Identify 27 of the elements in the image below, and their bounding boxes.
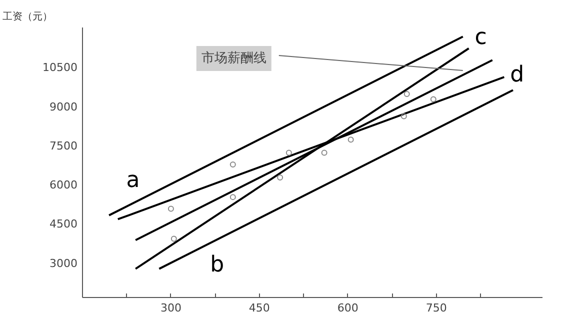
- x-tick-label: 750: [426, 302, 447, 314]
- point: [404, 91, 410, 98]
- y-tick-label: 7500: [50, 139, 78, 152]
- annotation: 市场薪酬线: [201, 51, 266, 66]
- point: [168, 206, 174, 212]
- y-tick-label: 4500: [50, 218, 78, 231]
- series-label: a: [126, 168, 140, 193]
- point: [277, 174, 284, 180]
- point: [348, 136, 354, 143]
- point: [286, 150, 292, 156]
- x-tick-label: 300: [160, 302, 182, 314]
- series-label: b: [210, 252, 224, 278]
- series-label: c: [474, 24, 487, 50]
- point: [400, 113, 407, 120]
- y-tick-label: 10500: [42, 61, 78, 74]
- point: [430, 96, 436, 102]
- y-axis-title: 工资（元）: [2, 10, 52, 22]
- series-label: d: [510, 62, 524, 88]
- point: [170, 236, 177, 242]
- y-tick-label: 9000: [50, 100, 78, 114]
- y-tick-label: 3000: [50, 256, 78, 270]
- x-tick-label: 450: [248, 302, 270, 314]
- point: [230, 161, 236, 168]
- x-tick-label: 600: [337, 302, 358, 314]
- point: [230, 194, 236, 200]
- y-tick-label: 6000: [50, 178, 78, 192]
- point: [321, 150, 328, 156]
